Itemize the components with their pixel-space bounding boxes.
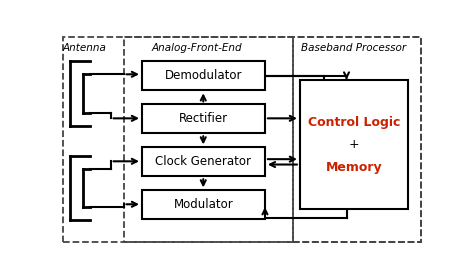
Text: Modulator: Modulator <box>173 198 233 211</box>
FancyBboxPatch shape <box>142 190 265 219</box>
Text: Control Logic: Control Logic <box>308 116 400 129</box>
Text: Antenna: Antenna <box>62 43 106 53</box>
Text: +: + <box>349 138 359 151</box>
FancyBboxPatch shape <box>142 147 265 176</box>
FancyBboxPatch shape <box>142 104 265 133</box>
FancyBboxPatch shape <box>142 61 265 90</box>
Text: Memory: Memory <box>326 161 383 174</box>
Text: Baseband Processor: Baseband Processor <box>301 43 406 53</box>
Text: Analog-Front-End: Analog-Front-End <box>152 43 242 53</box>
FancyBboxPatch shape <box>300 80 408 209</box>
Text: Demodulator: Demodulator <box>164 69 242 82</box>
Text: Rectifier: Rectifier <box>179 112 228 125</box>
Text: Clock Generator: Clock Generator <box>155 155 251 168</box>
